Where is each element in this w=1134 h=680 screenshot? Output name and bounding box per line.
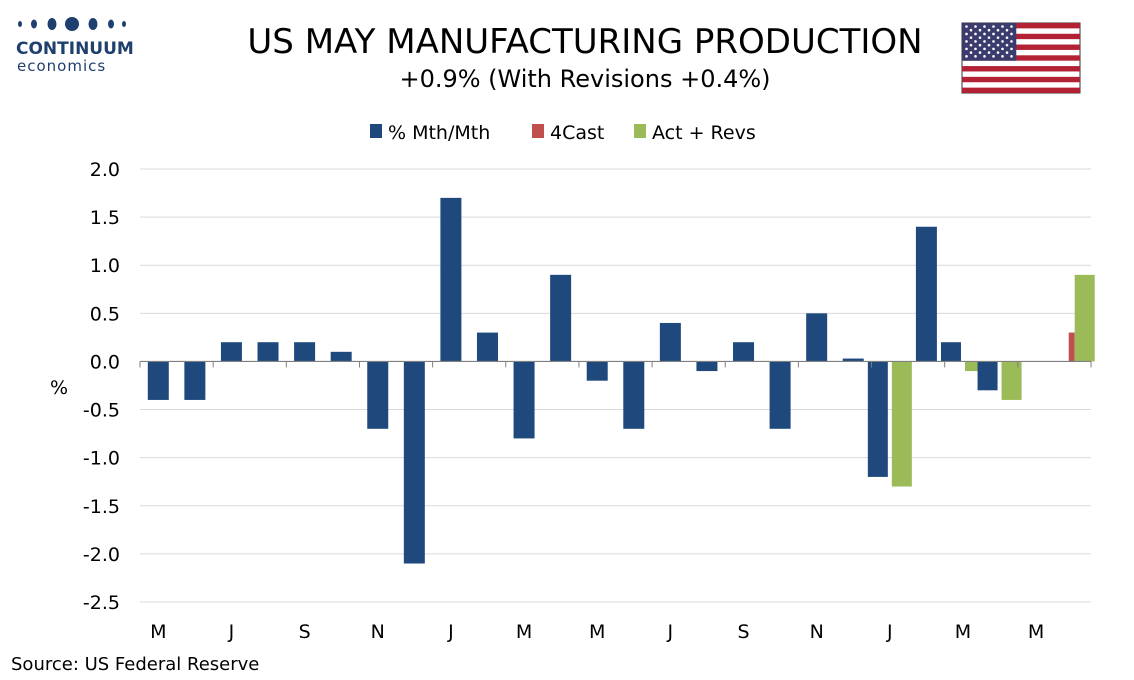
x-tick-label: J — [447, 621, 454, 643]
bar-act-revs — [1074, 274, 1095, 362]
logo-name: CONTINUUM — [16, 39, 134, 59]
legend-swatch-4cast — [532, 124, 544, 138]
legend-label-act: Act + Revs — [652, 122, 756, 144]
y-tick-label: -2.0 — [83, 544, 120, 566]
y-axis-label: % — [50, 377, 68, 399]
x-tick-label: M — [150, 621, 166, 643]
x-tick-label: M — [589, 621, 605, 643]
legend-label-mth: % Mth/Mth — [388, 122, 490, 144]
bar-act-revs — [1001, 361, 1022, 400]
bar-mth — [940, 342, 961, 362]
bar-mth — [806, 313, 828, 362]
x-tick-label: J — [886, 621, 893, 643]
us-flag-icon — [961, 22, 1081, 94]
y-tick-label: -1.0 — [83, 448, 120, 470]
x-tick-label: J — [667, 621, 674, 643]
bar-mth — [367, 361, 389, 429]
bar-act-revs — [891, 361, 912, 487]
bar-mth — [220, 342, 242, 362]
bar-mth — [513, 361, 535, 439]
y-tick-label: -2.5 — [83, 592, 120, 614]
source-note: Source: US Federal Reserve — [11, 654, 259, 675]
y-tick-label: 0.5 — [90, 303, 120, 325]
y-tick-label: 2.0 — [90, 159, 120, 181]
x-tick-label: M — [516, 621, 532, 643]
chart-title: US MAY MANUFACTURING PRODUCTION — [247, 22, 922, 62]
bars — [147, 197, 1095, 564]
continuum-logo: CONTINUUM economics — [16, 17, 134, 75]
x-tick-label: N — [371, 621, 385, 643]
bar-4cast — [1068, 332, 1075, 362]
bar-mth — [257, 342, 279, 362]
x-tick-label: S — [299, 621, 311, 643]
y-tick-label: -0.5 — [83, 400, 120, 422]
y-tick-label: 1.5 — [90, 207, 120, 229]
x-tick-label: M — [955, 621, 971, 643]
bar-mth — [147, 361, 169, 400]
x-tick-label: J — [228, 621, 235, 643]
y-tick-label: 0.0 — [90, 351, 120, 373]
bar-mth — [867, 361, 888, 477]
bar-mth — [184, 361, 206, 400]
bar-mth — [550, 274, 572, 362]
bar-mth — [623, 361, 645, 429]
legend-label-4cast: 4Cast — [550, 122, 604, 144]
y-tick-label: 1.0 — [90, 255, 120, 277]
legend-swatch-mth — [370, 124, 382, 138]
chart-subtitle: +0.9% (With Revisions +0.4%) — [399, 65, 770, 93]
logo-subtitle: economics — [17, 57, 106, 75]
legend-swatch-act — [634, 124, 646, 138]
y-tick-label: -1.5 — [83, 496, 120, 518]
bar-act-revs — [964, 361, 985, 372]
x-tick-label: N — [810, 621, 824, 643]
bar-mth — [586, 361, 608, 381]
logo-dots-icon — [18, 17, 126, 31]
bar-mth — [294, 342, 316, 362]
bar-mth — [403, 361, 425, 564]
bar-mth — [733, 342, 755, 362]
bar-mth — [696, 361, 718, 372]
x-tick-label: M — [1028, 621, 1044, 643]
bar-mth — [915, 226, 937, 362]
legend: % Mth/Mth 4Cast Act + Revs — [370, 122, 756, 144]
y-axis-tick-labels: 2.0 1.5 1.0 0.5 0.0 -0.5 -1.0 -1.5 -2.0 -2.5 — [83, 159, 120, 614]
gridlines — [140, 168, 1091, 603]
bar-mth — [659, 322, 681, 362]
bar-mth — [330, 351, 352, 362]
x-tick-label: S — [737, 621, 749, 643]
bar-mth — [769, 361, 791, 429]
bar-mth — [440, 197, 462, 362]
bar-mth — [842, 358, 864, 362]
bar-mth — [476, 332, 498, 362]
bar-mth — [977, 361, 998, 391]
x-axis — [139, 360, 1092, 368]
